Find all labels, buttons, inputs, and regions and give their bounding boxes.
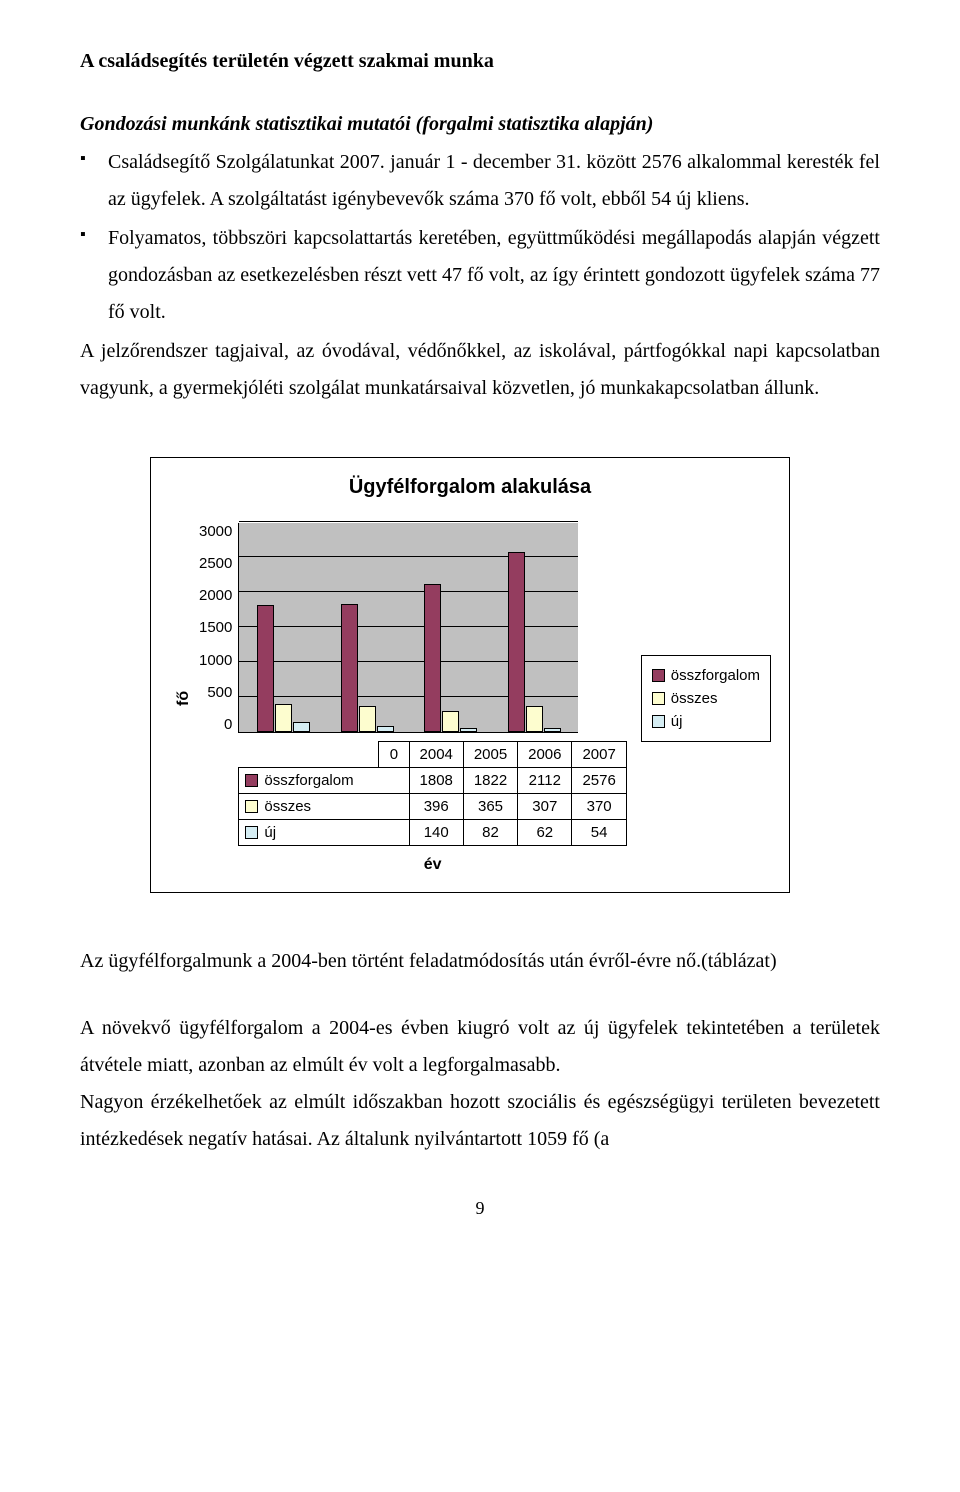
bar-összes	[275, 704, 292, 732]
table-cell: 365	[463, 794, 517, 820]
table-cell: 2112	[518, 768, 572, 794]
table-cell: 82	[463, 820, 517, 846]
zero-label: 0	[379, 742, 409, 768]
bar-összforgalom	[257, 605, 274, 732]
bar-összforgalom	[508, 552, 525, 732]
section-subheading: Gondozási munkánk statisztikai mutatói (…	[80, 113, 880, 136]
table-cell: 1822	[463, 768, 517, 794]
legend-swatch	[652, 669, 665, 682]
legend-item: új	[652, 710, 760, 733]
paragraph-after-chart-3: Nagyon érzékelhetőek az elmúlt időszakba…	[80, 1084, 880, 1158]
plot-area	[238, 523, 578, 733]
table-row: összes 396365307370	[239, 794, 626, 820]
table-swatch	[245, 826, 258, 839]
table-cell: 62	[518, 820, 572, 846]
legend-label: összes	[671, 690, 718, 707]
table-row: új 140826254	[239, 820, 626, 846]
plot-and-legend: 02004200520062007 összforgalom 18081822211…	[238, 523, 771, 874]
chart-container: Ügyfélforgalom alakulása fő 3000 2500 2000…	[150, 457, 790, 893]
paragraph-after-chart-1: Az ügyfélforgalmunk a 2004-ben történt f…	[80, 943, 880, 980]
legend-swatch	[652, 692, 665, 705]
bullet-item-2: Folyamatos, többszöri kapcsolattartás ke…	[80, 220, 880, 331]
table-cell: 396	[409, 794, 463, 820]
y-tick: 2000	[199, 587, 232, 604]
bar-új	[377, 726, 394, 732]
y-tick: 2500	[199, 555, 232, 572]
table-row-label: összes	[239, 794, 409, 820]
table-series-name: összes	[264, 798, 311, 815]
bar-összforgalom	[424, 584, 441, 732]
table-cell: 370	[572, 794, 626, 820]
bar-új	[544, 728, 561, 732]
y-tick: 1500	[199, 619, 232, 636]
bar-új	[293, 722, 310, 732]
table-series-name: új	[264, 824, 276, 841]
table-row-label: új	[239, 820, 409, 846]
page-root: A családsegítés területén végzett szakma…	[0, 0, 960, 1259]
body-paragraph-1: A jelzőrendszer tagjaival, az óvodával, …	[80, 333, 880, 407]
bar-group	[241, 523, 325, 732]
table-swatch	[245, 800, 258, 813]
y-tick: 1000	[199, 652, 232, 669]
y-tick: 0	[224, 716, 232, 733]
legend-label: összforgalom	[671, 667, 760, 684]
legend-item: összes	[652, 687, 760, 710]
y-tick: 500	[207, 684, 232, 701]
bar-összes	[526, 706, 543, 732]
plot-inner	[241, 523, 576, 732]
year-header: 2004	[409, 742, 463, 768]
y-tick: 3000	[199, 523, 232, 540]
bar-group	[409, 523, 493, 732]
y-axis-label: fő	[169, 523, 199, 874]
table-cell: 2576	[572, 768, 626, 794]
x-axis-label: év	[238, 856, 626, 874]
bar-group	[493, 523, 577, 732]
year-header: 2007	[572, 742, 626, 768]
year-header: 2006	[518, 742, 572, 768]
table-cell: 1808	[409, 768, 463, 794]
chart-title: Ügyfélforgalom alakulása	[169, 476, 771, 499]
table-row: összforgalom 1808182221122576	[239, 768, 626, 794]
table-row-label: összforgalom	[239, 768, 409, 794]
table-series-name: összforgalom	[264, 772, 353, 789]
table-pad	[239, 742, 379, 768]
paragraph-after-chart-2: A növekvő ügyfélforgalom a 2004-es évben…	[80, 1010, 880, 1084]
table-cell: 140	[409, 820, 463, 846]
y-axis-ticks: 3000 2500 2000 1500 1000 500 0	[199, 523, 238, 733]
page-number: 9	[80, 1198, 880, 1219]
legend-item: összforgalom	[652, 664, 760, 687]
section-heading: A családsegítés területén végzett szakma…	[80, 50, 880, 73]
gridline	[239, 521, 578, 522]
chart-body: fő 300025002000150010005000 020042005200…	[169, 523, 771, 874]
bar-összforgalom	[341, 604, 358, 732]
table-cell: 54	[572, 820, 626, 846]
table-cell: 307	[518, 794, 572, 820]
bar-összes	[359, 706, 376, 732]
bar-új	[460, 728, 477, 732]
bar-group	[325, 523, 409, 732]
year-header: 2005	[463, 742, 517, 768]
legend-swatch	[652, 715, 665, 728]
chart-data-table: 02004200520062007 összforgalom 18081822211…	[238, 741, 626, 846]
bar-összes	[442, 711, 459, 732]
bullet-item-1: Családsegítő Szolgálatunkat 2007. január…	[80, 144, 880, 218]
legend-label: új	[671, 713, 683, 730]
chart-legend: összforgalom összes új	[641, 655, 771, 742]
table-swatch	[245, 774, 258, 787]
table-header-row: 02004200520062007	[239, 742, 626, 768]
